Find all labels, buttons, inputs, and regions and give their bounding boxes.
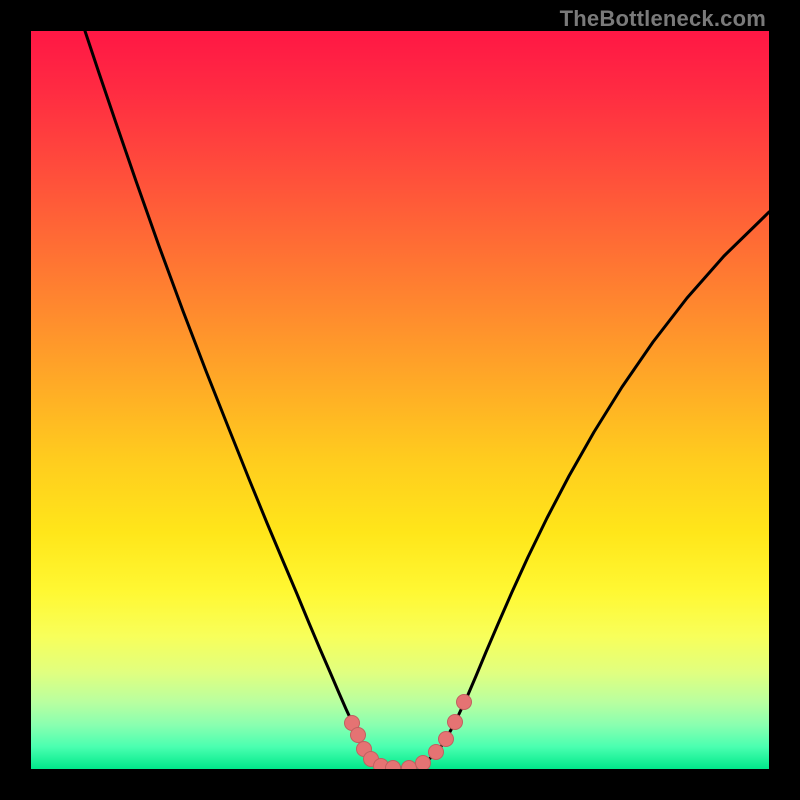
curve-markers bbox=[345, 695, 472, 770]
curve-marker bbox=[439, 732, 454, 747]
chart-frame: TheBottleneck.com bbox=[0, 0, 800, 800]
curve-marker bbox=[429, 745, 444, 760]
curve-marker bbox=[416, 756, 431, 770]
watermark-text: TheBottleneck.com bbox=[560, 6, 766, 32]
plot-area bbox=[31, 31, 769, 769]
curve-marker bbox=[448, 715, 463, 730]
curve-marker bbox=[402, 761, 417, 770]
curve-layer bbox=[31, 31, 769, 769]
bottleneck-curve bbox=[85, 31, 769, 768]
curve-marker bbox=[351, 728, 366, 743]
curve-marker bbox=[457, 695, 472, 710]
